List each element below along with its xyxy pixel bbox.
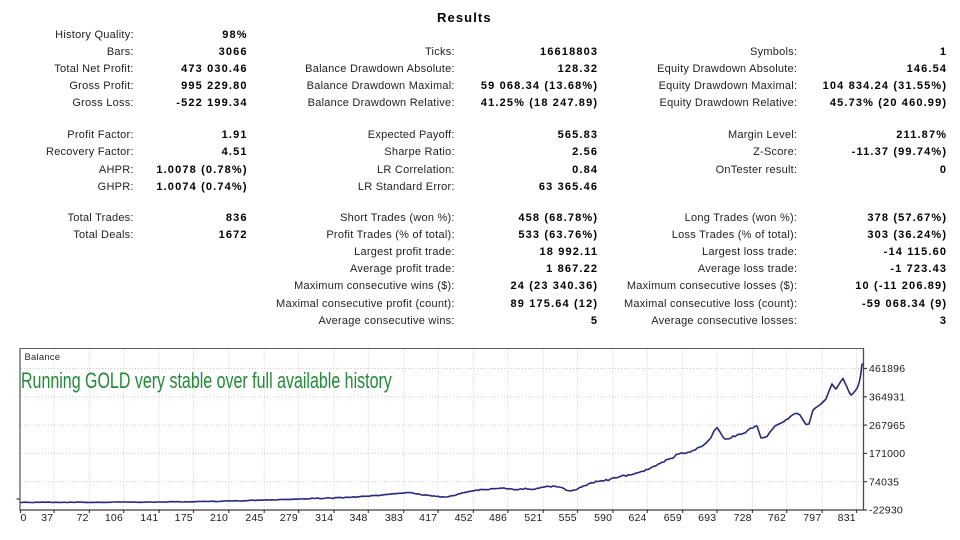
svg-text:72: 72 [77, 512, 89, 524]
svg-text:141: 141 [140, 512, 158, 524]
svg-text:-22930: -22930 [869, 505, 903, 517]
svg-text:728: 728 [734, 512, 752, 524]
svg-text:831: 831 [838, 512, 856, 524]
svg-text:245: 245 [245, 512, 263, 524]
svg-text:175: 175 [175, 512, 193, 524]
svg-text:0: 0 [21, 512, 27, 524]
svg-text:74035: 74035 [869, 476, 899, 488]
svg-text:461896: 461896 [869, 363, 905, 375]
svg-text:348: 348 [349, 512, 367, 524]
svg-text:Balance: Balance [25, 352, 61, 363]
svg-text:624: 624 [628, 512, 646, 524]
svg-text:590: 590 [594, 512, 612, 524]
svg-text:693: 693 [698, 512, 716, 524]
svg-text:797: 797 [803, 512, 821, 524]
svg-text:210: 210 [210, 512, 228, 524]
svg-text:659: 659 [664, 512, 682, 524]
svg-text:762: 762 [768, 512, 786, 524]
svg-text:106: 106 [105, 512, 123, 524]
svg-text:452: 452 [455, 512, 473, 524]
svg-text:417: 417 [419, 512, 437, 524]
svg-text:364931: 364931 [869, 392, 905, 404]
svg-text:486: 486 [489, 512, 507, 524]
svg-text:555: 555 [559, 512, 577, 524]
svg-text:521: 521 [524, 512, 542, 524]
svg-text:279: 279 [280, 512, 298, 524]
svg-text:171000: 171000 [869, 448, 905, 460]
svg-text:267965: 267965 [869, 420, 905, 432]
svg-text:37: 37 [41, 512, 53, 524]
svg-text:314: 314 [315, 512, 333, 524]
svg-text:383: 383 [385, 512, 403, 524]
